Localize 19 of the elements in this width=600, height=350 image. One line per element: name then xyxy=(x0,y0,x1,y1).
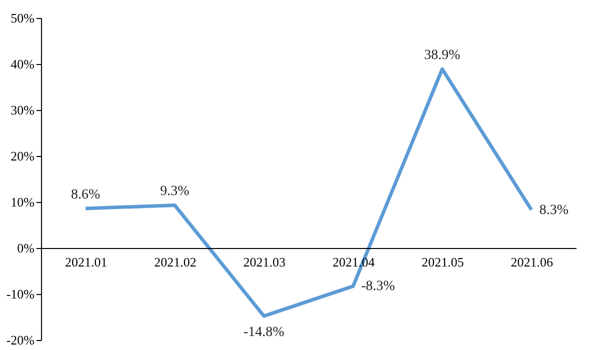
y-tick-label: 0% xyxy=(17,240,35,256)
y-tick-label: -20% xyxy=(6,332,35,348)
x-tick-label: 2021.06 xyxy=(510,254,554,270)
data-label: 9.3% xyxy=(160,184,190,200)
y-tick-label: 10% xyxy=(10,194,35,210)
data-label: -8.3% xyxy=(361,279,396,294)
y-tick-label: 50% xyxy=(10,10,35,26)
y-tick-label: 40% xyxy=(10,56,35,72)
x-tick-label: 2021.05 xyxy=(422,254,464,270)
data-label: 38.9% xyxy=(424,48,461,64)
y-tick-label: 20% xyxy=(10,148,35,164)
data-label: 8.6% xyxy=(70,187,100,202)
x-tick-label: 2021.03 xyxy=(243,254,286,270)
x-tick-label: 2021.01 xyxy=(64,254,108,270)
data-label: 8.3% xyxy=(539,202,569,218)
y-tick-label: -10% xyxy=(6,286,35,302)
x-tick-label: 2021.02 xyxy=(154,254,196,270)
data-label: -14.8% xyxy=(244,325,285,340)
y-tick-label: 30% xyxy=(10,102,35,118)
